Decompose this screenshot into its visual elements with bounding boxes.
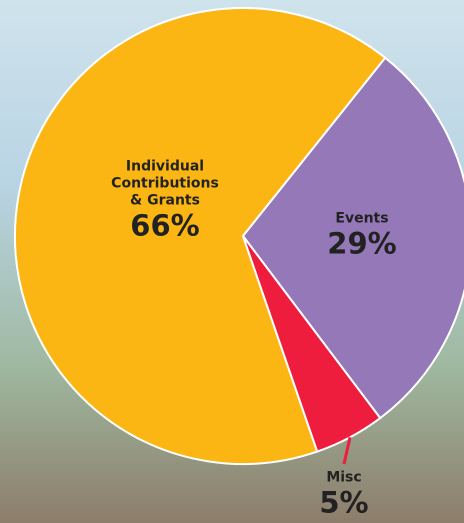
page: Individual Contributions & Grants66% Even… bbox=[0, 0, 464, 523]
leader-line bbox=[344, 437, 350, 464]
category-label: Events bbox=[327, 211, 396, 228]
value-label: 66% bbox=[108, 210, 223, 242]
value-label: 29% bbox=[327, 228, 396, 260]
value-label: 5% bbox=[319, 487, 368, 519]
category-label: Misc bbox=[319, 470, 368, 487]
category-label: Individual Contributions & Grants bbox=[108, 159, 223, 210]
chart bbox=[0, 0, 464, 523]
